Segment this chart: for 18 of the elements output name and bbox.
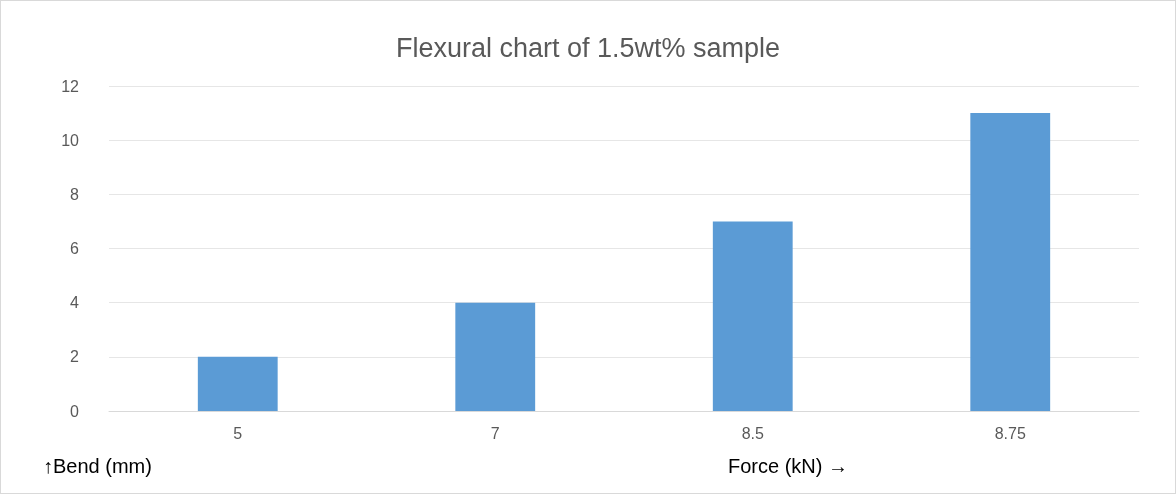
bar: [970, 113, 1051, 411]
y-tick-label: 4: [70, 294, 80, 312]
bar: [197, 356, 278, 411]
y-tick-label: 2: [70, 348, 80, 366]
y-tick-label: 6: [70, 240, 80, 257]
y-tick-label: 0: [70, 402, 80, 420]
x-tick-label: 8.75: [994, 424, 1026, 442]
chart-title: Flexural chart of 1.5wt% sample: [395, 32, 781, 63]
x-tick-label: 5: [233, 424, 243, 442]
y-tick-label: 10: [61, 131, 80, 149]
bar: [455, 302, 536, 411]
y-tick-label: 12: [61, 77, 80, 95]
x-axis-title: Force (kN) →: [728, 455, 848, 477]
bar: [712, 221, 793, 411]
y-tick-label: 8: [70, 185, 80, 203]
y-axis-title: ↑Bend (mm): [43, 455, 152, 477]
x-tick-label: 8.5: [741, 424, 764, 442]
x-tick-label: 7: [490, 424, 500, 442]
